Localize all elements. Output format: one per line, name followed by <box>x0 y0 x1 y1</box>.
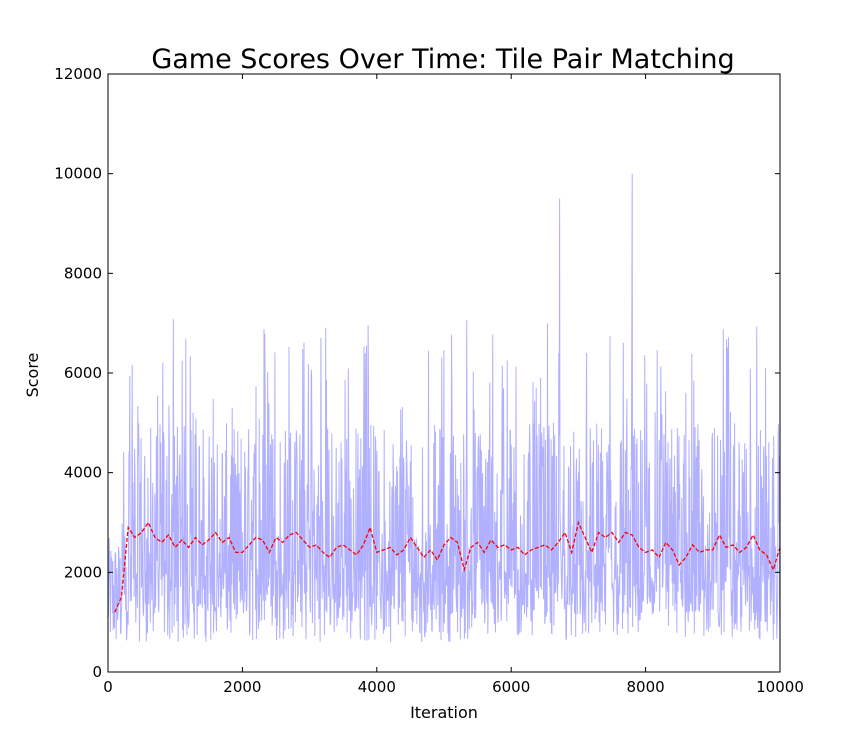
x-tick-label: 8000 <box>627 678 665 696</box>
y-tick-label: 2000 <box>64 563 102 581</box>
y-tick-label: 10000 <box>54 165 102 183</box>
series-raw-score-line <box>107 173 781 643</box>
x-tick-label: 4000 <box>358 678 396 696</box>
y-tick-label: 4000 <box>64 464 102 482</box>
chart-title: Game Scores Over Time: Tile Pair Matchin… <box>151 44 734 75</box>
x-axis-label: Iteration <box>410 703 478 722</box>
y-tick-label: 0 <box>92 663 102 681</box>
ticks: 0 2000 4000 6000 8000 10000 0 2000 4000 6000 8000 1… <box>54 65 804 696</box>
y-axis-label: Score <box>23 353 42 398</box>
y-tick-label: 12000 <box>54 65 102 83</box>
x-tick-label: 2000 <box>223 678 261 696</box>
x-tick-label: 0 <box>103 678 113 696</box>
y-tick-label: 8000 <box>64 264 102 282</box>
series-moving-average-line <box>114 520 781 613</box>
y-tick-label: 6000 <box>64 364 102 382</box>
plot-area <box>107 173 781 643</box>
x-tick-label: 6000 <box>492 678 530 696</box>
x-tick-label: 10000 <box>756 678 804 696</box>
